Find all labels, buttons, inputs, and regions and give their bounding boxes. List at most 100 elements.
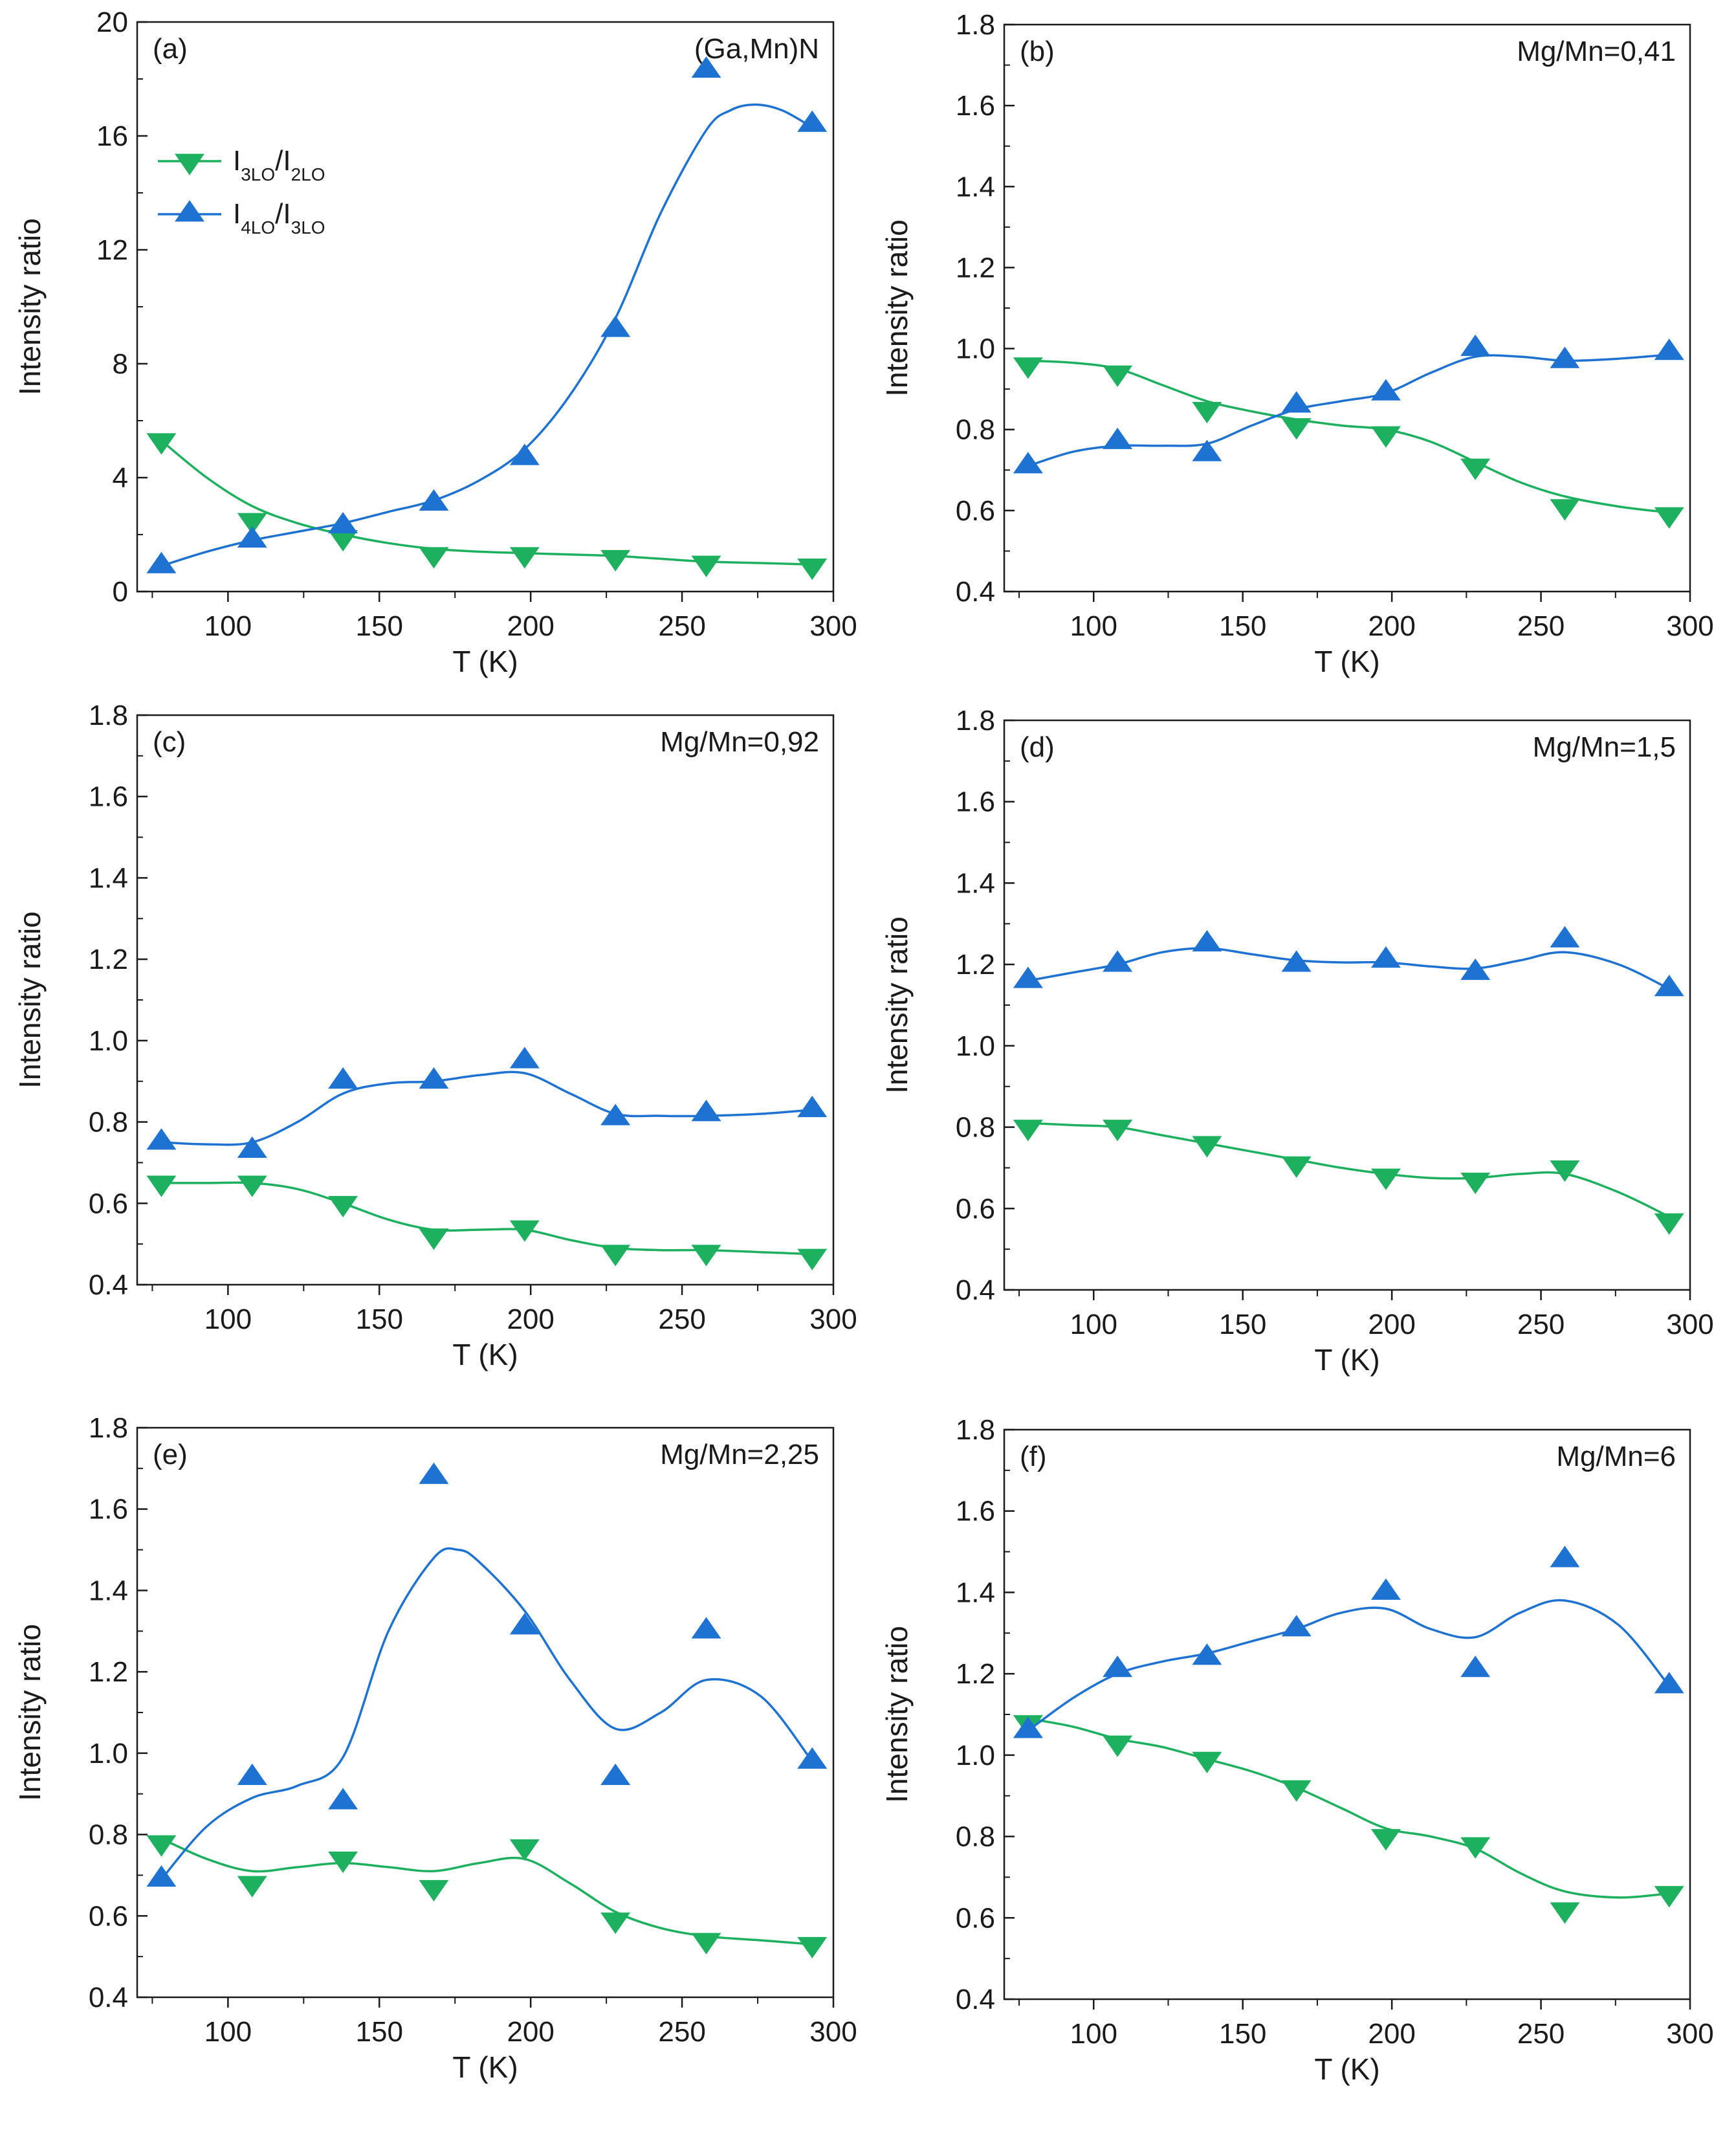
panel-e: 0.4 0.6 0.8 1.0 1.2 1.4 1.6 1.8 100 150 200 250 300 T… bbox=[13, 1412, 857, 2084]
x-tick-label: 300 bbox=[1666, 2018, 1713, 2050]
data-point-i3lo-i2lo bbox=[509, 1839, 540, 1861]
data-point-i4lo-i3lo bbox=[1281, 1615, 1312, 1637]
data-point-i3lo-i2lo bbox=[328, 530, 358, 552]
legend-entry-i4lo-i3lo: I4LO/I3LO bbox=[158, 198, 325, 238]
legend-subscript: 3LO bbox=[241, 164, 275, 184]
data-point-i4lo-i3lo bbox=[1460, 334, 1491, 356]
data-point-i3lo-i2lo bbox=[600, 1912, 631, 1934]
x-axis-title: T (K) bbox=[452, 1338, 518, 1371]
y-tick-label: 1.2 bbox=[956, 949, 995, 981]
fit-line-i4lo-i3lo bbox=[160, 103, 813, 568]
data-point-i3lo-i2lo bbox=[1370, 426, 1401, 448]
data-point-i4lo-i3lo bbox=[419, 1067, 449, 1089]
fit-line-i4lo-i3lo bbox=[1027, 1599, 1671, 1732]
y-tick-label: 4 bbox=[113, 462, 128, 494]
data-point-i3lo-i2lo bbox=[328, 1195, 358, 1218]
x-tick-label: 100 bbox=[1070, 1309, 1117, 1340]
y-tick-label: 0.4 bbox=[89, 1269, 128, 1301]
data-point-i3lo-i2lo bbox=[1192, 1136, 1222, 1158]
data-point-i3lo-i2lo bbox=[1550, 1902, 1580, 1924]
legend-subscript: 4LO bbox=[241, 217, 275, 238]
data-point-i4lo-i3lo bbox=[146, 1865, 177, 1887]
legend-marker bbox=[175, 153, 204, 175]
y-tick-label: 0.6 bbox=[956, 1193, 995, 1225]
data-point-i3lo-i2lo bbox=[1281, 1780, 1312, 1802]
data-point-i4lo-i3lo bbox=[1281, 950, 1312, 972]
data-point-i4lo-i3lo bbox=[237, 526, 267, 548]
y-tick-label: 1.8 bbox=[956, 9, 995, 41]
data-point-i3lo-i2lo bbox=[1654, 1213, 1684, 1235]
x-axis-title: T (K) bbox=[1314, 1343, 1379, 1377]
y-tick-label: 1.6 bbox=[956, 1496, 995, 1527]
x-tick-label: 100 bbox=[204, 2016, 252, 2048]
data-point-i3lo-i2lo bbox=[146, 1175, 177, 1197]
x-tick-label: 150 bbox=[1219, 2018, 1266, 2050]
y-tick-label: 1.0 bbox=[956, 333, 995, 365]
x-tick-label: 250 bbox=[1517, 1309, 1565, 1340]
legend-text-sep: /I bbox=[275, 198, 291, 230]
x-tick-label: 200 bbox=[507, 2016, 554, 2048]
y-axis-title: Intensity ratio bbox=[13, 911, 47, 1089]
data-point-i3lo-i2lo bbox=[691, 1245, 721, 1267]
x-tick-label: 300 bbox=[809, 610, 857, 642]
panel-annotation: Mg/Mn=6 bbox=[1556, 1441, 1676, 1472]
data-point-i4lo-i3lo bbox=[509, 443, 540, 465]
x-tick-label: 300 bbox=[1666, 1309, 1713, 1340]
data-point-i3lo-i2lo bbox=[1281, 1156, 1312, 1178]
data-point-i4lo-i3lo bbox=[1103, 950, 1133, 972]
y-tick-label: 1.0 bbox=[956, 1030, 995, 1062]
data-point-i3lo-i2lo bbox=[1550, 499, 1580, 521]
data-point-i4lo-i3lo bbox=[1550, 925, 1580, 948]
y-tick-label: 0.4 bbox=[956, 1984, 995, 2015]
x-axis-title: T (K) bbox=[1314, 645, 1379, 678]
data-point-i4lo-i3lo bbox=[1281, 391, 1312, 413]
data-point-i4lo-i3lo bbox=[328, 1067, 358, 1089]
data-point-i3lo-i2lo bbox=[146, 433, 177, 455]
data-point-i4lo-i3lo bbox=[797, 110, 828, 132]
data-point-i4lo-i3lo bbox=[1654, 975, 1684, 997]
y-tick-label: 1.2 bbox=[89, 944, 128, 975]
y-tick-label: 20 bbox=[96, 6, 128, 38]
fit-line-i3lo-i2lo bbox=[1027, 1717, 1669, 1899]
data-point-i3lo-i2lo bbox=[1281, 418, 1312, 440]
x-tick-label: 200 bbox=[1368, 2018, 1415, 2050]
data-point-i4lo-i3lo bbox=[1654, 1672, 1684, 1694]
data-point-i4lo-i3lo bbox=[600, 1103, 631, 1125]
fit-line-i4lo-i3lo bbox=[160, 1547, 813, 1880]
x-tick-label: 200 bbox=[1368, 610, 1415, 642]
data-point-i3lo-i2lo bbox=[1460, 1837, 1491, 1859]
x-tick-label: 250 bbox=[658, 610, 705, 642]
legend-label: I4LO/I3LO bbox=[233, 198, 325, 238]
y-tick-label: 0.8 bbox=[956, 1821, 995, 1853]
panel-label: (c) bbox=[153, 726, 186, 758]
fit-line-i4lo-i3lo bbox=[1027, 353, 1669, 467]
y-tick-label: 1.4 bbox=[89, 862, 128, 894]
data-point-i3lo-i2lo bbox=[1103, 1735, 1133, 1757]
data-point-i4lo-i3lo bbox=[691, 1617, 721, 1639]
y-tick-label: 0.8 bbox=[956, 1112, 995, 1144]
y-tick-label: 1.6 bbox=[89, 1494, 128, 1525]
data-point-i3lo-i2lo bbox=[691, 555, 721, 577]
fit-line-i3lo-i2lo bbox=[1027, 359, 1669, 514]
y-tick-label: 0.6 bbox=[956, 495, 995, 527]
panel-annotation: Mg/Mn=0,41 bbox=[1517, 36, 1676, 67]
data-point-i3lo-i2lo bbox=[1460, 1172, 1491, 1195]
x-axis-title: T (K) bbox=[1314, 2052, 1379, 2086]
x-tick-label: 100 bbox=[204, 610, 252, 642]
data-point-i4lo-i3lo bbox=[1192, 439, 1222, 461]
data-point-i3lo-i2lo bbox=[1370, 1168, 1401, 1190]
y-tick-label: 1.6 bbox=[956, 786, 995, 818]
data-point-i3lo-i2lo bbox=[1192, 402, 1222, 424]
y-tick-label: 1.4 bbox=[89, 1575, 128, 1606]
x-tick-label: 250 bbox=[1517, 610, 1565, 642]
data-point-i3lo-i2lo bbox=[1370, 1829, 1401, 1851]
x-tick-label: 300 bbox=[809, 2016, 857, 2048]
y-tick-label: 0 bbox=[113, 576, 128, 608]
data-point-i4lo-i3lo bbox=[1550, 346, 1580, 368]
x-tick-label: 250 bbox=[658, 2016, 705, 2048]
y-axis-title: Intensity ratio bbox=[880, 219, 914, 397]
data-point-i4lo-i3lo bbox=[1192, 1643, 1222, 1665]
data-point-i3lo-i2lo bbox=[1013, 357, 1043, 379]
y-tick-label: 1.0 bbox=[89, 1025, 128, 1057]
data-point-i3lo-i2lo bbox=[419, 547, 449, 569]
